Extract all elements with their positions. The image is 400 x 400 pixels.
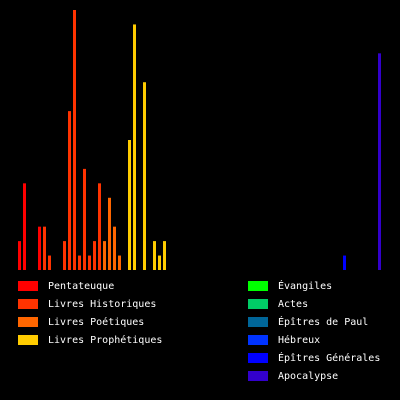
bar [83, 168, 86, 270]
legend-swatch [248, 371, 268, 381]
bar [23, 183, 26, 270]
legend-label: Apocalypse [278, 371, 338, 382]
bar [98, 183, 101, 270]
bar [78, 255, 81, 270]
bar [63, 241, 66, 270]
bar [143, 82, 146, 270]
legend-label: Évangiles [278, 279, 332, 292]
legend-label: Livres Poétiques [48, 316, 144, 328]
legend-swatch [248, 281, 268, 291]
legend-label: Actes [278, 299, 308, 310]
bar [133, 24, 136, 271]
bar [103, 241, 106, 270]
legend-swatch [248, 335, 268, 345]
bar [93, 241, 96, 270]
legend-label: Hébreux [278, 334, 320, 346]
bar [38, 226, 41, 270]
legend-label: Épîtres de Paul [278, 315, 368, 328]
bar [128, 140, 131, 270]
bar [18, 241, 21, 270]
bar [48, 255, 51, 270]
legend-swatch [18, 317, 38, 327]
bar [113, 226, 116, 270]
legend-swatch [248, 353, 268, 363]
legend-swatch [18, 335, 38, 345]
legend-label: Épîtres Générales [278, 351, 380, 364]
legend-swatch [248, 299, 268, 309]
bar [163, 241, 166, 270]
bar [158, 255, 161, 270]
legend-label: Livres Prophétiques [48, 334, 162, 346]
bar [108, 197, 111, 270]
legend-swatch [248, 317, 268, 327]
bar [343, 255, 346, 270]
bar [118, 255, 121, 270]
bar [88, 255, 91, 270]
bar [68, 111, 71, 270]
legend-label: Livres Historiques [48, 299, 156, 310]
legend-label: Pentateuque [48, 281, 114, 292]
bar [153, 241, 156, 270]
bar [43, 226, 46, 270]
legend-swatch [18, 299, 38, 309]
legend-swatch [18, 281, 38, 291]
bar [73, 10, 76, 270]
bar [378, 53, 381, 271]
